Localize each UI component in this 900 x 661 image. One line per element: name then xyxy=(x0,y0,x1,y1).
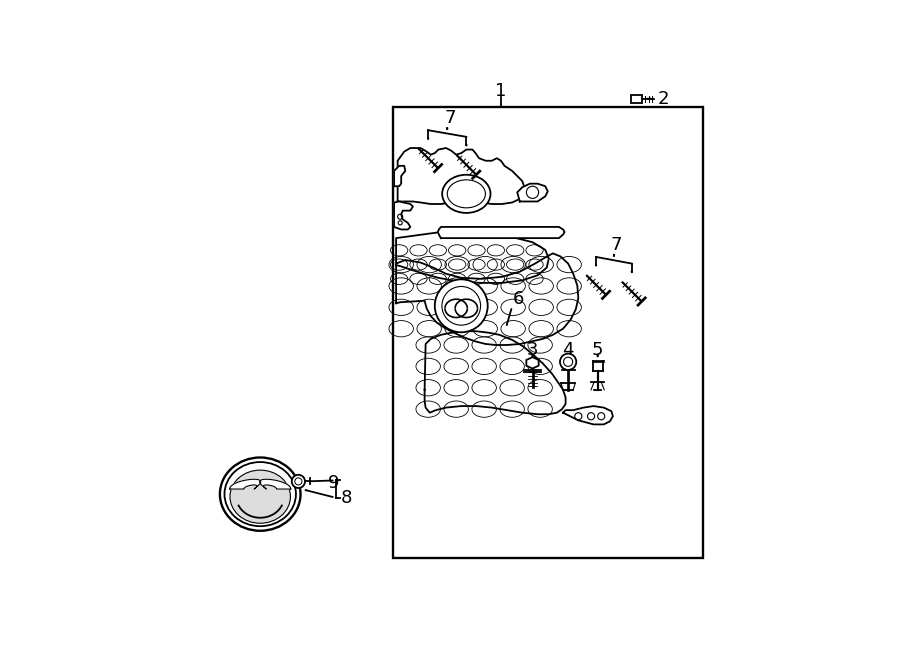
Polygon shape xyxy=(396,232,549,283)
Text: 3: 3 xyxy=(526,341,538,359)
Polygon shape xyxy=(518,184,548,202)
Polygon shape xyxy=(437,227,564,238)
Bar xyxy=(392,107,703,558)
Text: 8: 8 xyxy=(340,488,352,507)
Polygon shape xyxy=(398,148,525,204)
Text: 7: 7 xyxy=(444,109,455,128)
Text: 7: 7 xyxy=(611,236,622,254)
Text: 6: 6 xyxy=(513,290,524,307)
Ellipse shape xyxy=(442,175,490,213)
Text: 9: 9 xyxy=(328,474,339,492)
Text: 1: 1 xyxy=(495,82,507,100)
Text: 4: 4 xyxy=(562,341,574,359)
Polygon shape xyxy=(526,357,539,369)
Polygon shape xyxy=(563,406,613,424)
Polygon shape xyxy=(394,166,405,186)
Circle shape xyxy=(435,280,488,332)
Polygon shape xyxy=(396,253,579,345)
Polygon shape xyxy=(230,479,261,489)
Ellipse shape xyxy=(230,470,291,524)
Bar xyxy=(631,95,643,102)
Polygon shape xyxy=(260,479,291,489)
Circle shape xyxy=(560,354,576,370)
Polygon shape xyxy=(425,331,565,414)
Text: 5: 5 xyxy=(592,341,603,359)
Circle shape xyxy=(292,475,305,488)
Ellipse shape xyxy=(220,457,301,531)
Polygon shape xyxy=(394,202,413,229)
Text: 2: 2 xyxy=(658,90,670,108)
